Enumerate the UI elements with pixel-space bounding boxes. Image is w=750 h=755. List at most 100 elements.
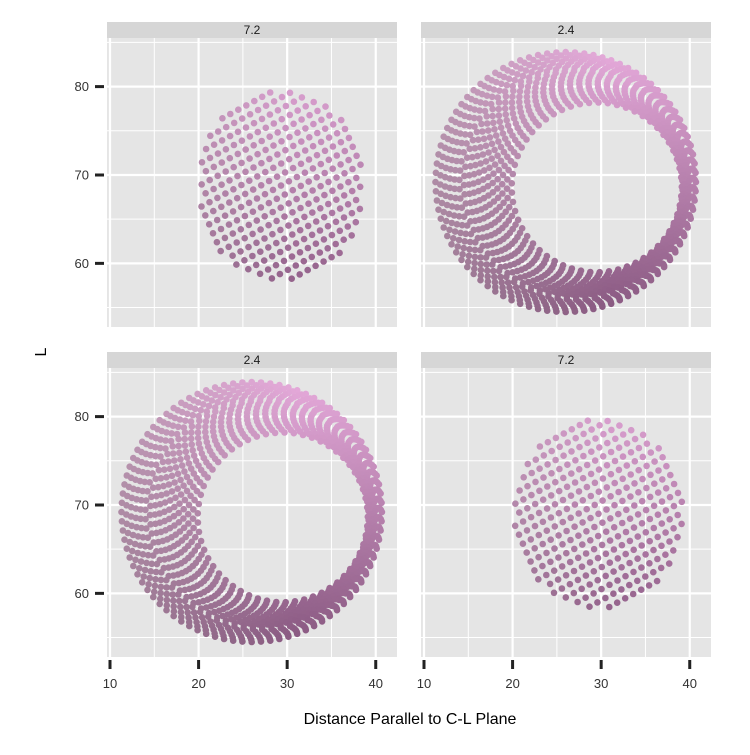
data-point — [211, 608, 218, 616]
data-point — [494, 175, 502, 183]
data-point — [220, 389, 228, 396]
data-point — [453, 204, 461, 211]
data-point — [257, 638, 265, 645]
data-point — [532, 478, 539, 486]
data-point — [639, 112, 646, 120]
data-point — [575, 488, 583, 495]
data-point — [253, 173, 261, 180]
data-point — [594, 554, 602, 562]
data-point — [273, 217, 280, 225]
data-point — [137, 515, 144, 523]
data-point — [477, 246, 484, 254]
data-point — [514, 152, 521, 160]
data-point — [602, 528, 610, 535]
data-point — [615, 510, 622, 518]
x-axis-label: Distance Parallel to C-L Plane — [304, 711, 517, 728]
data-point — [375, 536, 383, 543]
data-point — [356, 205, 364, 213]
data-point — [517, 65, 524, 72]
data-point — [181, 597, 189, 605]
data-point — [496, 87, 503, 94]
data-point — [558, 585, 566, 592]
data-point — [274, 107, 282, 114]
data-point — [358, 579, 365, 586]
data-point — [481, 107, 489, 115]
data-point — [580, 452, 587, 460]
data-point — [148, 530, 156, 537]
data-point — [230, 387, 237, 394]
data-point — [613, 101, 621, 109]
data-point — [322, 103, 329, 110]
data-point — [516, 487, 523, 494]
data-point — [301, 191, 308, 199]
data-point — [218, 203, 225, 211]
data-point — [558, 106, 566, 114]
data-point — [155, 483, 162, 491]
data-point — [498, 180, 506, 188]
data-point — [666, 516, 673, 523]
data-point — [158, 569, 165, 576]
data-point — [336, 205, 344, 212]
data-point — [571, 501, 579, 508]
data-point — [524, 83, 532, 91]
data-point — [170, 603, 177, 610]
data-point — [222, 146, 230, 153]
data-point — [242, 168, 249, 176]
data-point — [528, 128, 536, 136]
data-point — [509, 198, 517, 206]
data-point — [277, 182, 285, 189]
data-point — [626, 537, 634, 545]
data-point — [585, 99, 593, 107]
data-point — [181, 429, 189, 436]
data-point — [595, 99, 602, 106]
data-point — [126, 554, 133, 561]
data-point — [614, 533, 622, 540]
data-point — [525, 303, 533, 311]
data-point — [563, 527, 570, 535]
data-point — [504, 279, 512, 286]
data-point — [294, 107, 302, 114]
data-point — [312, 218, 320, 225]
data-point — [168, 584, 176, 591]
data-point — [153, 492, 160, 500]
data-point — [574, 598, 581, 606]
data-point — [277, 204, 285, 211]
data-point — [258, 159, 265, 167]
data-point — [451, 228, 459, 235]
data-point — [555, 509, 563, 517]
data-point — [169, 443, 176, 450]
data-point — [171, 503, 178, 511]
data-point — [336, 227, 344, 235]
data-point — [257, 226, 264, 233]
data-point — [246, 155, 253, 162]
data-point — [165, 458, 172, 465]
data-point — [551, 501, 559, 508]
data-point — [523, 93, 531, 101]
data-point — [590, 568, 598, 575]
data-point — [485, 127, 492, 134]
facet-panel-0: 7.2 — [107, 22, 397, 327]
data-point — [461, 238, 469, 245]
data-point — [212, 408, 219, 416]
data-point — [337, 116, 345, 124]
data-point — [123, 545, 131, 552]
data-point — [511, 76, 518, 84]
data-point — [651, 458, 658, 465]
data-point — [225, 384, 232, 392]
data-point — [191, 405, 199, 413]
data-point — [129, 531, 137, 539]
data-point — [198, 203, 205, 210]
data-point — [592, 435, 599, 442]
data-point — [614, 555, 622, 562]
data-point — [341, 147, 349, 155]
data-point — [238, 137, 246, 144]
data-point — [639, 431, 647, 439]
x-tick-label: 40 — [683, 676, 697, 691]
data-point — [588, 426, 595, 433]
data-point — [189, 411, 197, 419]
data-point — [456, 185, 463, 193]
data-point — [550, 110, 557, 118]
data-point — [146, 511, 154, 519]
data-point — [501, 105, 509, 112]
data-point — [586, 581, 593, 588]
